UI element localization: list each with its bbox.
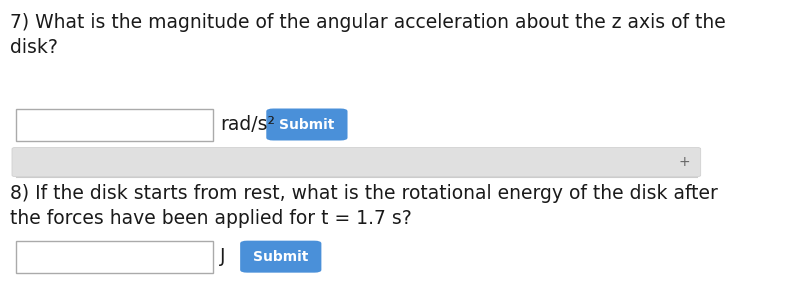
Text: 8) If the disk starts from rest, what is the rotational energy of the disk after: 8) If the disk starts from rest, what is…	[10, 183, 717, 228]
FancyBboxPatch shape	[12, 148, 700, 177]
Text: J: J	[220, 247, 226, 266]
FancyBboxPatch shape	[15, 108, 213, 140]
Text: Submit: Submit	[253, 250, 308, 264]
FancyBboxPatch shape	[266, 108, 348, 140]
Text: 7) What is the magnitude of the angular acceleration about the z axis of the
dis: 7) What is the magnitude of the angular …	[10, 13, 725, 56]
FancyBboxPatch shape	[15, 241, 213, 273]
Text: rad/s²: rad/s²	[220, 115, 275, 134]
Text: Submit: Submit	[279, 117, 335, 132]
Text: +: +	[679, 155, 690, 169]
FancyBboxPatch shape	[240, 241, 321, 273]
